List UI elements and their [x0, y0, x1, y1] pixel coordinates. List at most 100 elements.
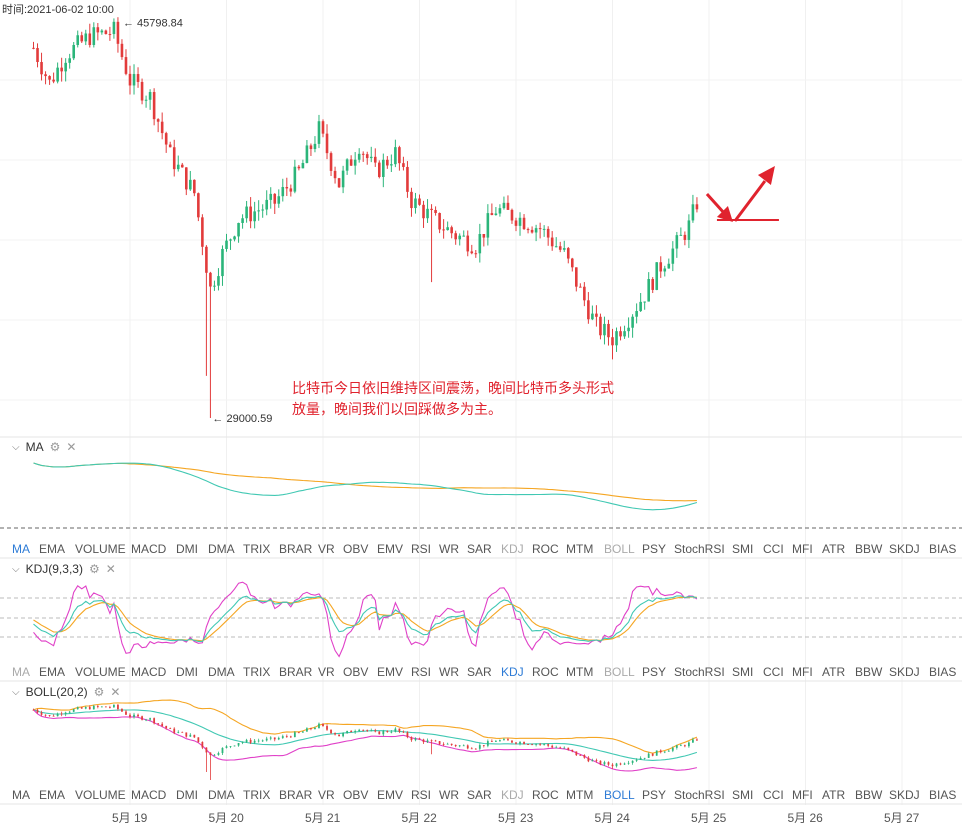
candle-body[interactable] — [486, 213, 490, 238]
candle-body[interactable] — [659, 262, 663, 272]
candle-body[interactable] — [237, 222, 240, 237]
candle-body[interactable] — [56, 67, 59, 82]
candle-body[interactable] — [623, 331, 626, 337]
candle-body[interactable] — [321, 121, 325, 134]
candle-body[interactable] — [36, 48, 39, 63]
indicator-tab-trix[interactable]: TRIX — [243, 665, 271, 679]
candle-body[interactable] — [245, 206, 248, 219]
indicator-tab-ma[interactable]: MA — [12, 542, 30, 556]
candle-body[interactable] — [108, 34, 112, 36]
candle-body[interactable] — [269, 193, 273, 200]
candle-body[interactable] — [309, 145, 313, 150]
indicator-tab-brar[interactable]: BRAR — [279, 788, 313, 802]
candle-body[interactable] — [197, 193, 200, 218]
candle-body[interactable] — [172, 147, 176, 170]
indicator-tab-vr[interactable]: VR — [318, 788, 335, 802]
candle-body[interactable] — [128, 73, 132, 86]
candle-body[interactable] — [526, 229, 530, 231]
candle-body[interactable] — [48, 76, 51, 80]
indicator-tab-dmi[interactable]: DMI — [176, 788, 198, 802]
gear-icon[interactable]: ⚙ — [88, 562, 100, 576]
candle-body[interactable] — [132, 74, 136, 86]
indicator-tab-cci[interactable]: CCI — [763, 788, 784, 802]
chevron-down-icon[interactable]: ⌵ — [12, 563, 20, 575]
candle-body[interactable] — [209, 272, 212, 287]
candle-body[interactable] — [450, 227, 453, 234]
candle-body[interactable] — [377, 162, 381, 177]
candle-body[interactable] — [233, 236, 236, 240]
candle-body[interactable] — [382, 159, 385, 177]
close-icon[interactable]: ✕ — [66, 440, 77, 454]
indicator-tab-sar[interactable]: SAR — [467, 542, 492, 556]
indicator-tab-skdj[interactable]: SKDJ — [889, 788, 920, 802]
indicator-tab-rsi[interactable]: RSI — [411, 665, 432, 679]
candle-body[interactable] — [462, 235, 466, 237]
candle-body[interactable] — [466, 235, 470, 252]
indicator-tab-mtm[interactable]: MTM — [566, 542, 594, 556]
candle-body[interactable] — [579, 286, 582, 288]
candle-body[interactable] — [337, 178, 341, 188]
candle-body[interactable] — [454, 233, 457, 240]
indicator-tab-wr[interactable]: WR — [439, 542, 459, 556]
indicator-tab-sar[interactable]: SAR — [467, 788, 492, 802]
candle-body[interactable] — [156, 119, 160, 122]
candle-body[interactable] — [160, 121, 164, 134]
candle-body[interactable] — [470, 251, 474, 254]
indicator-tab-rsi[interactable]: RSI — [411, 788, 432, 802]
candle-body[interactable] — [104, 30, 108, 35]
indicator-tab-dma[interactable]: DMA — [208, 665, 235, 679]
chevron-down-icon[interactable]: ⌵ — [12, 686, 20, 698]
candle-body[interactable] — [301, 162, 305, 169]
candle-body[interactable] — [345, 159, 349, 171]
candle-body[interactable] — [478, 234, 482, 254]
candle-body[interactable] — [273, 193, 277, 204]
indicator-tab-macd[interactable]: MACD — [131, 542, 167, 556]
candle-body[interactable] — [349, 159, 353, 166]
indicator-tab-obv[interactable]: OBV — [343, 788, 369, 802]
candle-body[interactable] — [599, 316, 602, 336]
candle-body[interactable] — [293, 166, 297, 192]
candle-body[interactable] — [329, 153, 333, 171]
indicator-tab-smi[interactable]: SMI — [732, 665, 754, 679]
indicator-tab-kdj[interactable]: KDJ — [501, 542, 524, 556]
indicator-tab-boll[interactable]: BOLL — [604, 665, 635, 679]
candle-body[interactable] — [148, 92, 152, 100]
candle-body[interactable] — [446, 227, 449, 231]
candle-body[interactable] — [96, 27, 100, 33]
candle-body[interactable] — [522, 217, 526, 230]
indicator-tab-vr[interactable]: VR — [318, 542, 335, 556]
candle-body[interactable] — [534, 228, 538, 233]
candle-body[interactable] — [277, 196, 281, 204]
candle-body[interactable] — [241, 218, 244, 223]
candle-body[interactable] — [60, 67, 63, 72]
candle-body[interactable] — [44, 74, 47, 77]
candle-body[interactable] — [679, 234, 683, 236]
candle-body[interactable] — [530, 229, 534, 233]
candle-body[interactable] — [68, 58, 71, 63]
candle-body[interactable] — [595, 313, 598, 317]
candle-body[interactable] — [325, 133, 329, 154]
indicator-tab-stochrsi[interactable]: StochRSI — [674, 788, 725, 802]
indicator-tab-dma[interactable]: DMA — [208, 542, 235, 556]
indicator-tab-obv[interactable]: OBV — [343, 665, 369, 679]
candle-body[interactable] — [546, 228, 550, 238]
candle-body[interactable] — [647, 279, 650, 302]
indicator-tab-wr[interactable]: WR — [439, 665, 459, 679]
candle-body[interactable] — [643, 301, 646, 303]
candle-body[interactable] — [313, 143, 317, 150]
indicator-tab-atr[interactable]: ATR — [822, 788, 846, 802]
indicator-tab-emv[interactable]: EMV — [377, 542, 404, 556]
candle-body[interactable] — [217, 276, 220, 286]
indicator-tab-emv[interactable]: EMV — [377, 665, 404, 679]
candle-body[interactable] — [675, 235, 679, 249]
candle-body[interactable] — [136, 74, 140, 82]
indicator-tab-vr[interactable]: VR — [318, 665, 335, 679]
indicator-tab-smi[interactable]: SMI — [732, 542, 754, 556]
candle-body[interactable] — [434, 210, 437, 214]
candle-body[interactable] — [506, 202, 510, 210]
indicator-tab-volume[interactable]: VOLUME — [75, 542, 126, 556]
candle-body[interactable] — [663, 268, 667, 272]
candle-body[interactable] — [365, 154, 369, 159]
candle-body[interactable] — [651, 279, 655, 290]
candle-body[interactable] — [213, 285, 216, 287]
